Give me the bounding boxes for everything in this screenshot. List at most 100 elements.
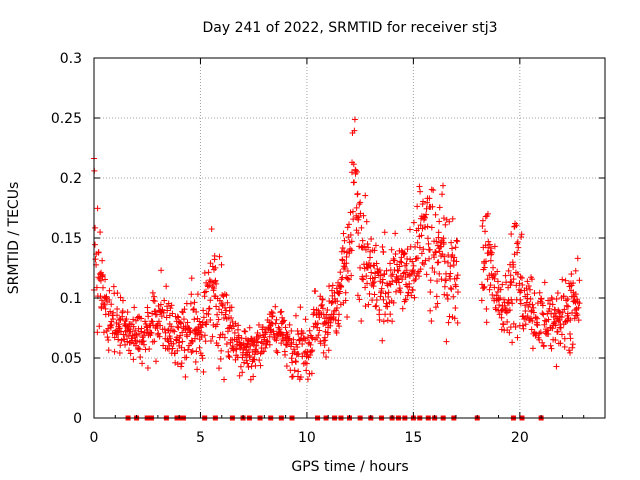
data-point bbox=[436, 270, 443, 277]
data-point bbox=[350, 161, 357, 168]
data-point bbox=[487, 257, 494, 264]
data-point bbox=[362, 192, 369, 199]
data-point bbox=[561, 335, 568, 342]
data-point bbox=[454, 319, 461, 326]
data-point bbox=[256, 357, 263, 364]
data-point bbox=[223, 292, 230, 299]
data-point bbox=[364, 241, 371, 248]
data-point bbox=[262, 329, 269, 336]
data-point bbox=[248, 363, 255, 370]
data-point bbox=[525, 283, 532, 290]
data-point bbox=[443, 338, 450, 345]
data-point bbox=[322, 337, 329, 344]
data-point bbox=[452, 283, 459, 290]
data-point bbox=[427, 307, 434, 314]
data-point bbox=[435, 229, 442, 236]
data-point bbox=[434, 278, 441, 285]
data-point bbox=[175, 314, 182, 321]
data-point bbox=[216, 253, 223, 260]
data-point bbox=[109, 330, 116, 337]
data-point bbox=[357, 210, 364, 217]
data-point bbox=[564, 296, 571, 303]
data-point bbox=[546, 305, 553, 312]
data-point bbox=[380, 318, 387, 325]
data-point bbox=[414, 255, 421, 262]
data-point bbox=[212, 277, 219, 284]
data-point bbox=[376, 267, 383, 274]
data-point bbox=[498, 314, 505, 321]
data-point bbox=[191, 316, 198, 323]
data-point bbox=[202, 338, 209, 345]
data-point bbox=[113, 319, 120, 326]
data-point bbox=[181, 347, 188, 354]
data-point bbox=[412, 276, 419, 283]
data-point bbox=[513, 282, 520, 289]
data-point bbox=[333, 285, 340, 292]
data-point bbox=[371, 278, 378, 285]
data-point bbox=[218, 261, 225, 268]
data-point bbox=[157, 322, 164, 329]
data-point bbox=[202, 288, 209, 295]
data-point bbox=[481, 283, 488, 290]
data-point bbox=[451, 315, 458, 322]
data-point bbox=[213, 280, 220, 287]
data-point bbox=[536, 336, 543, 343]
data-point bbox=[377, 272, 384, 279]
data-point bbox=[236, 372, 243, 379]
data-point bbox=[174, 361, 181, 368]
data-point bbox=[167, 305, 174, 312]
data-point bbox=[93, 284, 100, 291]
data-point bbox=[341, 264, 348, 271]
data-point bbox=[174, 313, 181, 320]
data-point bbox=[178, 363, 185, 370]
data-point bbox=[343, 260, 350, 267]
data-point bbox=[312, 288, 319, 295]
data-point bbox=[530, 304, 537, 311]
data-point bbox=[441, 258, 448, 265]
data-point bbox=[433, 238, 440, 245]
data-point bbox=[519, 281, 526, 288]
data-point bbox=[172, 359, 179, 366]
data-point bbox=[486, 286, 493, 293]
data-point bbox=[406, 226, 413, 233]
data-point bbox=[328, 299, 335, 306]
data-point bbox=[190, 306, 197, 313]
data-point bbox=[164, 307, 171, 314]
data-point bbox=[201, 332, 208, 339]
data-point bbox=[194, 291, 201, 298]
data-point bbox=[174, 347, 181, 354]
data-point bbox=[342, 289, 349, 296]
data-point bbox=[303, 367, 310, 374]
data-point bbox=[365, 301, 372, 308]
data-point bbox=[327, 319, 334, 326]
data-point bbox=[295, 331, 302, 338]
data-point bbox=[207, 337, 214, 344]
data-point bbox=[440, 241, 447, 248]
data-point bbox=[510, 276, 517, 283]
data-point bbox=[510, 320, 517, 327]
data-point bbox=[518, 234, 525, 241]
data-point bbox=[188, 291, 195, 298]
data-point bbox=[206, 305, 213, 312]
data-point bbox=[366, 290, 373, 297]
data-point bbox=[429, 203, 436, 210]
data-point bbox=[565, 347, 572, 354]
data-point bbox=[243, 357, 250, 364]
data-point bbox=[282, 324, 289, 331]
data-point bbox=[359, 273, 366, 280]
data-point bbox=[117, 294, 124, 301]
data-point bbox=[348, 272, 355, 279]
data-point bbox=[292, 312, 299, 319]
data-point bbox=[130, 316, 137, 323]
data-point bbox=[215, 306, 222, 313]
data-point bbox=[296, 336, 303, 343]
data-point bbox=[324, 306, 331, 313]
data-point bbox=[488, 249, 495, 256]
data-point bbox=[383, 300, 390, 307]
data-point bbox=[435, 234, 442, 241]
data-point bbox=[553, 363, 560, 370]
data-point bbox=[169, 327, 176, 334]
data-point bbox=[397, 289, 404, 296]
data-point bbox=[198, 333, 205, 340]
data-point bbox=[479, 223, 486, 230]
